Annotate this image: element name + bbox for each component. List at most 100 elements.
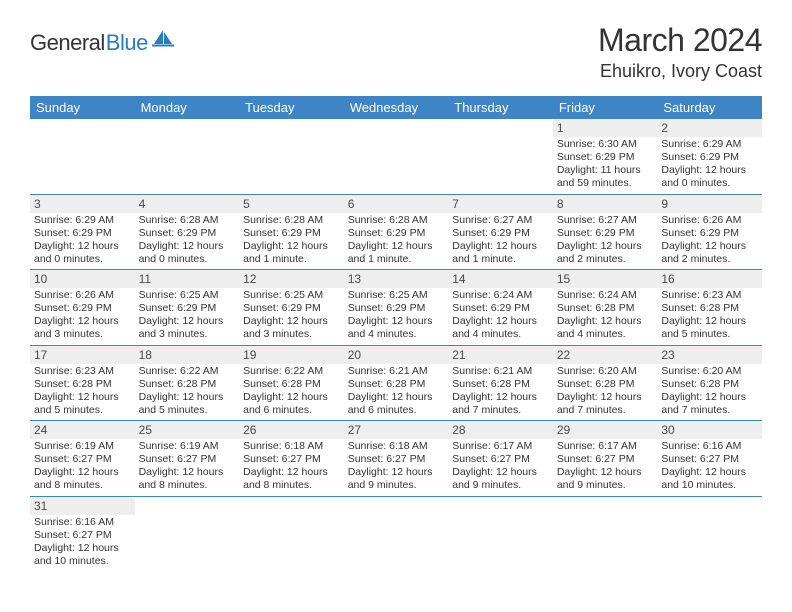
day-cell: 17Sunrise: 6:23 AMSunset: 6:28 PMDayligh… xyxy=(30,345,135,421)
day-number: 31 xyxy=(30,497,135,515)
weekday-header: Tuesday xyxy=(239,96,344,119)
calendar-row: 10Sunrise: 6:26 AMSunset: 6:29 PMDayligh… xyxy=(30,270,762,346)
day-cell: 1Sunrise: 6:30 AMSunset: 6:29 PMDaylight… xyxy=(553,119,658,194)
daylight-line: Daylight: 12 hours and 7 minutes. xyxy=(557,391,654,417)
day-number: 16 xyxy=(657,270,762,288)
day-number: 12 xyxy=(239,270,344,288)
calendar-row: 1Sunrise: 6:30 AMSunset: 6:29 PMDaylight… xyxy=(30,119,762,194)
logo-text-general: General xyxy=(30,30,105,56)
daylight-line: Daylight: 12 hours and 3 minutes. xyxy=(243,315,340,341)
daylight-line: Daylight: 11 hours and 59 minutes. xyxy=(557,164,654,190)
sunset-line: Sunset: 6:29 PM xyxy=(661,151,758,164)
sunset-line: Sunset: 6:29 PM xyxy=(661,227,758,240)
calendar-row: 3Sunrise: 6:29 AMSunset: 6:29 PMDaylight… xyxy=(30,194,762,270)
day-number: 18 xyxy=(135,346,240,364)
day-cell: 13Sunrise: 6:25 AMSunset: 6:29 PMDayligh… xyxy=(344,270,449,346)
day-content: Sunrise: 6:24 AMSunset: 6:29 PMDaylight:… xyxy=(448,288,553,345)
sunset-line: Sunset: 6:28 PM xyxy=(139,378,236,391)
sunset-line: Sunset: 6:29 PM xyxy=(557,227,654,240)
calendar-row: 17Sunrise: 6:23 AMSunset: 6:28 PMDayligh… xyxy=(30,345,762,421)
day-content: Sunrise: 6:26 AMSunset: 6:29 PMDaylight:… xyxy=(30,288,135,345)
day-content: Sunrise: 6:25 AMSunset: 6:29 PMDaylight:… xyxy=(344,288,449,345)
day-number: 8 xyxy=(553,195,658,213)
day-content: Sunrise: 6:20 AMSunset: 6:28 PMDaylight:… xyxy=(657,364,762,421)
daylight-line: Daylight: 12 hours and 10 minutes. xyxy=(34,542,131,568)
day-number: 3 xyxy=(30,195,135,213)
weekday-header: Friday xyxy=(553,96,658,119)
day-number: 22 xyxy=(553,346,658,364)
logo-text-blue: Blue xyxy=(106,30,148,56)
daylight-line: Daylight: 12 hours and 8 minutes. xyxy=(139,466,236,492)
daylight-line: Daylight: 12 hours and 4 minutes. xyxy=(348,315,445,341)
daylight-line: Daylight: 12 hours and 4 minutes. xyxy=(452,315,549,341)
day-cell: 10Sunrise: 6:26 AMSunset: 6:29 PMDayligh… xyxy=(30,270,135,346)
empty-cell xyxy=(135,119,240,194)
location: Ehuikro, Ivory Coast xyxy=(598,61,762,82)
sunset-line: Sunset: 6:28 PM xyxy=(243,378,340,391)
daylight-line: Daylight: 12 hours and 0 minutes. xyxy=(661,164,758,190)
day-cell: 22Sunrise: 6:20 AMSunset: 6:28 PMDayligh… xyxy=(553,345,658,421)
daylight-line: Daylight: 12 hours and 5 minutes. xyxy=(661,315,758,341)
day-cell: 8Sunrise: 6:27 AMSunset: 6:29 PMDaylight… xyxy=(553,194,658,270)
weekday-header-row: SundayMondayTuesdayWednesdayThursdayFrid… xyxy=(30,96,762,119)
daylight-line: Daylight: 12 hours and 8 minutes. xyxy=(243,466,340,492)
sunrise-line: Sunrise: 6:29 AM xyxy=(34,214,131,227)
day-number: 27 xyxy=(344,421,449,439)
sunrise-line: Sunrise: 6:22 AM xyxy=(139,365,236,378)
sunset-line: Sunset: 6:28 PM xyxy=(557,378,654,391)
day-cell: 20Sunrise: 6:21 AMSunset: 6:28 PMDayligh… xyxy=(344,345,449,421)
sunset-line: Sunset: 6:29 PM xyxy=(34,227,131,240)
sunrise-line: Sunrise: 6:19 AM xyxy=(34,440,131,453)
sunset-line: Sunset: 6:29 PM xyxy=(557,151,654,164)
title-block: March 2024 Ehuikro, Ivory Coast xyxy=(598,22,762,82)
daylight-line: Daylight: 12 hours and 6 minutes. xyxy=(243,391,340,417)
day-cell: 19Sunrise: 6:22 AMSunset: 6:28 PMDayligh… xyxy=(239,345,344,421)
day-content: Sunrise: 6:22 AMSunset: 6:28 PMDaylight:… xyxy=(239,364,344,421)
empty-cell xyxy=(30,119,135,194)
daylight-line: Daylight: 12 hours and 7 minutes. xyxy=(452,391,549,417)
day-number: 6 xyxy=(344,195,449,213)
empty-cell xyxy=(344,119,449,194)
calendar-body: 1Sunrise: 6:30 AMSunset: 6:29 PMDaylight… xyxy=(30,119,762,571)
sunrise-line: Sunrise: 6:17 AM xyxy=(452,440,549,453)
daylight-line: Daylight: 12 hours and 1 minute. xyxy=(452,240,549,266)
sunset-line: Sunset: 6:27 PM xyxy=(452,453,549,466)
header: General Blue March 2024 Ehuikro, Ivory C… xyxy=(30,22,762,82)
day-cell: 26Sunrise: 6:18 AMSunset: 6:27 PMDayligh… xyxy=(239,421,344,497)
day-cell: 30Sunrise: 6:16 AMSunset: 6:27 PMDayligh… xyxy=(657,421,762,497)
daylight-line: Daylight: 12 hours and 9 minutes. xyxy=(348,466,445,492)
sunrise-line: Sunrise: 6:20 AM xyxy=(661,365,758,378)
day-cell: 4Sunrise: 6:28 AMSunset: 6:29 PMDaylight… xyxy=(135,194,240,270)
sunrise-line: Sunrise: 6:28 AM xyxy=(348,214,445,227)
day-cell: 25Sunrise: 6:19 AMSunset: 6:27 PMDayligh… xyxy=(135,421,240,497)
day-content: Sunrise: 6:16 AMSunset: 6:27 PMDaylight:… xyxy=(30,515,135,572)
daylight-line: Daylight: 12 hours and 3 minutes. xyxy=(139,315,236,341)
sunset-line: Sunset: 6:29 PM xyxy=(452,227,549,240)
day-content: Sunrise: 6:28 AMSunset: 6:29 PMDaylight:… xyxy=(344,213,449,270)
sunset-line: Sunset: 6:29 PM xyxy=(139,302,236,315)
day-content: Sunrise: 6:16 AMSunset: 6:27 PMDaylight:… xyxy=(657,439,762,496)
daylight-line: Daylight: 12 hours and 1 minute. xyxy=(348,240,445,266)
day-content: Sunrise: 6:24 AMSunset: 6:28 PMDaylight:… xyxy=(553,288,658,345)
sunset-line: Sunset: 6:28 PM xyxy=(34,378,131,391)
daylight-line: Daylight: 12 hours and 3 minutes. xyxy=(34,315,131,341)
sunrise-line: Sunrise: 6:18 AM xyxy=(243,440,340,453)
daylight-line: Daylight: 12 hours and 6 minutes. xyxy=(348,391,445,417)
sunrise-line: Sunrise: 6:20 AM xyxy=(557,365,654,378)
day-number: 25 xyxy=(135,421,240,439)
sunrise-line: Sunrise: 6:28 AM xyxy=(139,214,236,227)
day-number: 24 xyxy=(30,421,135,439)
daylight-line: Daylight: 12 hours and 5 minutes. xyxy=(34,391,131,417)
day-number: 21 xyxy=(448,346,553,364)
day-number: 9 xyxy=(657,195,762,213)
sunrise-line: Sunrise: 6:29 AM xyxy=(661,138,758,151)
sunrise-line: Sunrise: 6:27 AM xyxy=(452,214,549,227)
daylight-line: Daylight: 12 hours and 2 minutes. xyxy=(557,240,654,266)
day-content: Sunrise: 6:19 AMSunset: 6:27 PMDaylight:… xyxy=(135,439,240,496)
day-content: Sunrise: 6:30 AMSunset: 6:29 PMDaylight:… xyxy=(553,137,658,194)
day-content: Sunrise: 6:25 AMSunset: 6:29 PMDaylight:… xyxy=(135,288,240,345)
weekday-header: Thursday xyxy=(448,96,553,119)
day-number: 29 xyxy=(553,421,658,439)
day-content: Sunrise: 6:23 AMSunset: 6:28 PMDaylight:… xyxy=(657,288,762,345)
day-cell: 15Sunrise: 6:24 AMSunset: 6:28 PMDayligh… xyxy=(553,270,658,346)
